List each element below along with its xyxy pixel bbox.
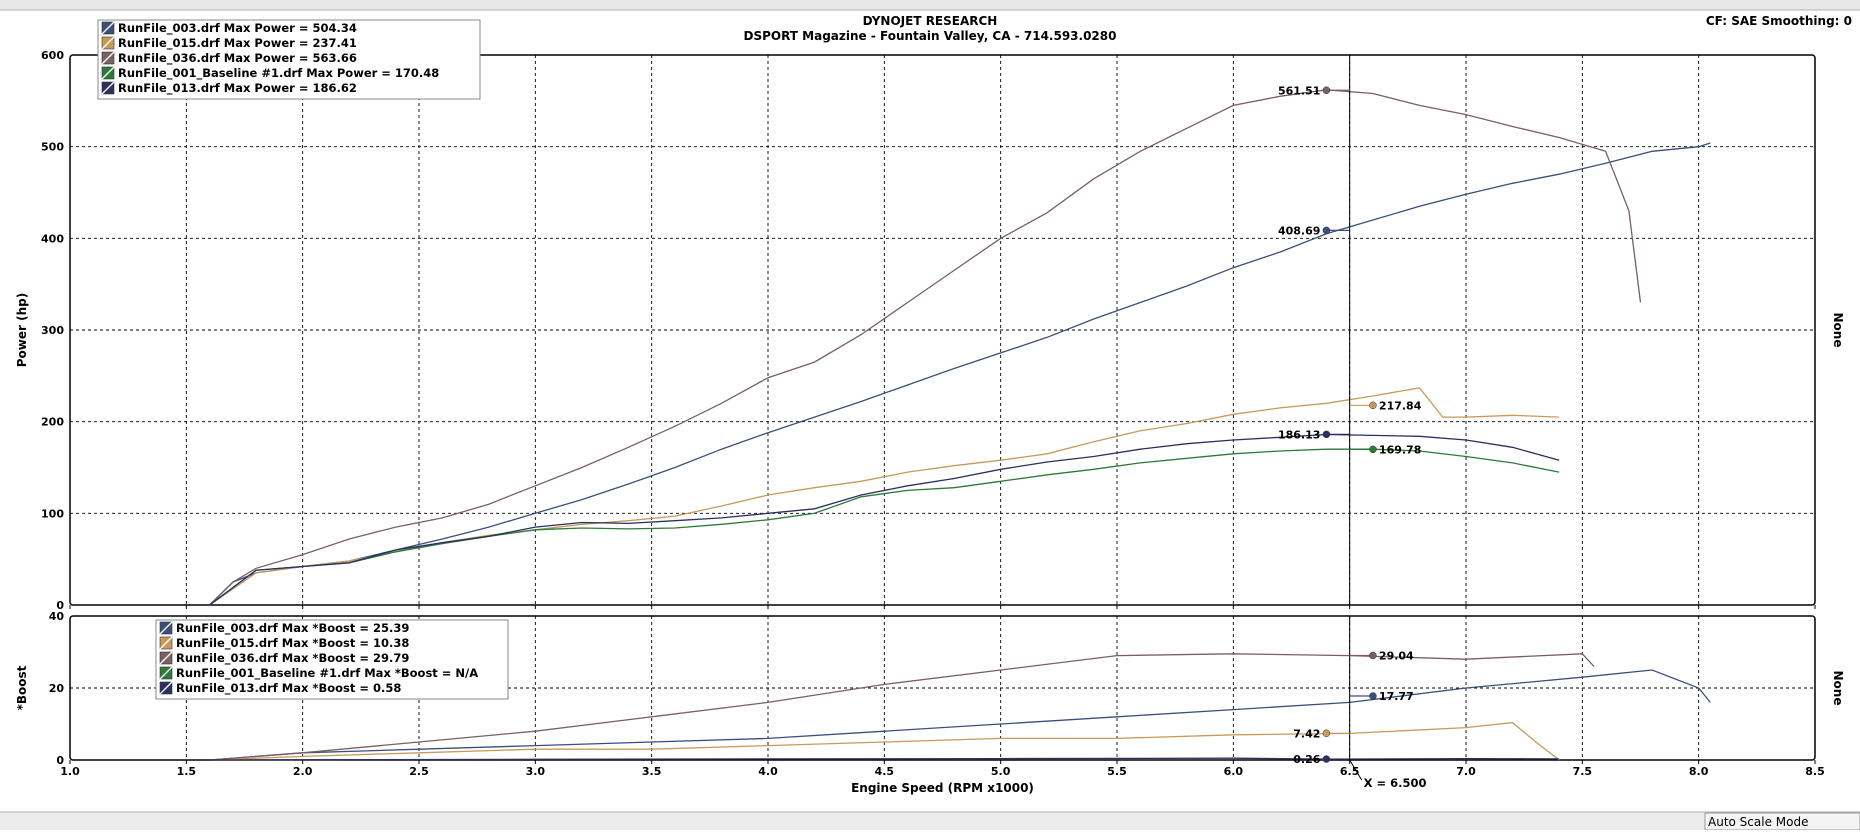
value-label: 0.26 <box>1293 753 1320 766</box>
y-tick-label: 200 <box>41 416 64 429</box>
cursor-leader-line <box>1349 759 1363 781</box>
legend-entry: RunFile_013.drf Max Power = 186.62 <box>118 81 357 96</box>
value-marker <box>1322 226 1331 235</box>
value-label: 186.13 <box>1278 428 1320 441</box>
plot-panel-power: 0 100 200 300 400 500 600 Power (hp) None 561.51 4… <box>15 19 1845 612</box>
legend-swatch-slash <box>159 651 173 665</box>
series-line-run003 <box>209 142 1711 606</box>
auto-scale-mode-label: Auto Scale Mode <box>1708 815 1808 829</box>
value-label: 29.04 <box>1379 649 1414 662</box>
series-line-run036 <box>209 89 1642 606</box>
x-tick-label: 1.5 <box>177 765 197 778</box>
top-toolbar-strip <box>0 0 1860 10</box>
value-label: 169.78 <box>1379 443 1421 456</box>
plot-panel-boost: 1.0 1.5 2.0 2.5 3.0 3.5 4.0 4.5 5.0 5.5 6.0 6.5 7.0 7… <box>15 610 1845 795</box>
header-subtitle: DSPORT Magazine - Fountain Valley, CA - … <box>744 29 1117 43</box>
value-label: 217.84 <box>1379 399 1422 412</box>
header-title: DYNOJET RESEARCH <box>863 14 998 28</box>
value-marker <box>1322 430 1331 439</box>
x-tick-label: 4.0 <box>758 765 778 778</box>
y-tick-label: 300 <box>41 324 64 337</box>
value-label: 408.69 <box>1278 224 1320 237</box>
value-label: 561.51 <box>1278 84 1320 97</box>
y-tick-label: 100 <box>41 507 64 520</box>
value-marker <box>1322 755 1331 763</box>
legend-swatch-slash <box>159 681 173 695</box>
x-tick-label: 8.5 <box>1805 765 1825 778</box>
legend-entry: RunFile_001_Baseline #1.drf Max Power = … <box>118 66 439 81</box>
y-tick-label: 0 <box>56 599 64 612</box>
legend-swatch-slash <box>159 666 173 680</box>
y-tick-label: 0 <box>56 754 64 767</box>
x-tick-label: 6.0 <box>1224 765 1244 778</box>
legend-entry: RunFile_036.drf Max *Boost = 29.79 <box>176 651 409 666</box>
legend-swatch-slash <box>159 636 173 650</box>
value-marker <box>1369 651 1377 660</box>
y-tick-label: 40 <box>49 610 65 623</box>
legend-entry: RunFile_013.drf Max *Boost = 0.58 <box>176 681 401 696</box>
x-tick-label: 1.0 <box>60 765 80 778</box>
cursor-x-readout: X = 6.500 <box>1364 776 1427 790</box>
legend-swatch-slash <box>101 51 115 65</box>
legend: RunFile_003.drf Max Power = 504.34RunFil… <box>97 19 481 100</box>
y-tick-label: 600 <box>41 49 64 62</box>
legend: RunFile_003.drf Max *Boost = 25.39RunFil… <box>155 619 509 700</box>
cf-smoothing-label: CF: SAE Smoothing: 0 <box>1706 14 1852 28</box>
right-axis-label: None <box>1831 313 1845 348</box>
legend-entry: RunFile_036.drf Max Power = 563.66 <box>118 51 357 66</box>
value-label: 17.77 <box>1379 690 1414 703</box>
series-line-run036 <box>209 653 1595 761</box>
value-marker <box>1322 86 1331 95</box>
series-line-run015 <box>209 721 1560 761</box>
legend-entry: RunFile_003.drf Max *Boost = 25.39 <box>176 621 409 636</box>
legend-entry: RunFile_015.drf Max Power = 237.41 <box>118 36 357 51</box>
x-tick-label: 2.5 <box>409 765 429 778</box>
x-tick-label: 7.5 <box>1573 765 1593 778</box>
y-axis-title: *Boost <box>15 665 29 710</box>
series-line-run013 <box>209 757 1560 761</box>
x-tick-label: 5.5 <box>1107 765 1127 778</box>
legend-swatch-slash <box>159 621 173 635</box>
x-tick-label: 5.0 <box>991 765 1011 778</box>
value-marker <box>1322 729 1331 738</box>
value-marker <box>1369 445 1377 454</box>
x-tick-label: 7.0 <box>1456 765 1476 778</box>
series-line-run001 <box>209 448 1560 606</box>
value-marker <box>1369 401 1377 410</box>
legend-swatch-slash <box>101 66 115 80</box>
legend-swatch-slash <box>101 21 115 35</box>
x-tick-label: 3.5 <box>642 765 662 778</box>
legend-entry: RunFile_001_Baseline #1.drf Max *Boost =… <box>176 666 478 681</box>
x-tick-label: 4.5 <box>875 765 895 778</box>
legend-entry: RunFile_015.drf Max *Boost = 10.38 <box>176 636 409 651</box>
value-label: 7.42 <box>1293 727 1320 740</box>
y-tick-label: 400 <box>41 232 64 245</box>
legend-entry: RunFile_003.drf Max Power = 504.34 <box>118 21 357 36</box>
legend-box <box>97 19 481 100</box>
y-axis-title: Power (hp) <box>15 293 29 367</box>
x-axis-title: Engine Speed (RPM x1000) <box>851 781 1034 795</box>
value-marker <box>1369 692 1377 700</box>
legend-box <box>155 619 509 700</box>
x-tick-label: 8.0 <box>1689 765 1709 778</box>
right-axis-label: None <box>1831 671 1845 706</box>
x-tick-label: 2.0 <box>293 765 313 778</box>
legend-swatch-slash <box>101 81 115 95</box>
y-tick-label: 20 <box>49 682 65 695</box>
y-tick-label: 500 <box>41 141 64 154</box>
x-tick-label: 3.0 <box>526 765 546 778</box>
status-bar <box>0 812 1860 830</box>
series-line-run003 <box>209 669 1711 761</box>
legend-swatch-slash <box>101 36 115 50</box>
